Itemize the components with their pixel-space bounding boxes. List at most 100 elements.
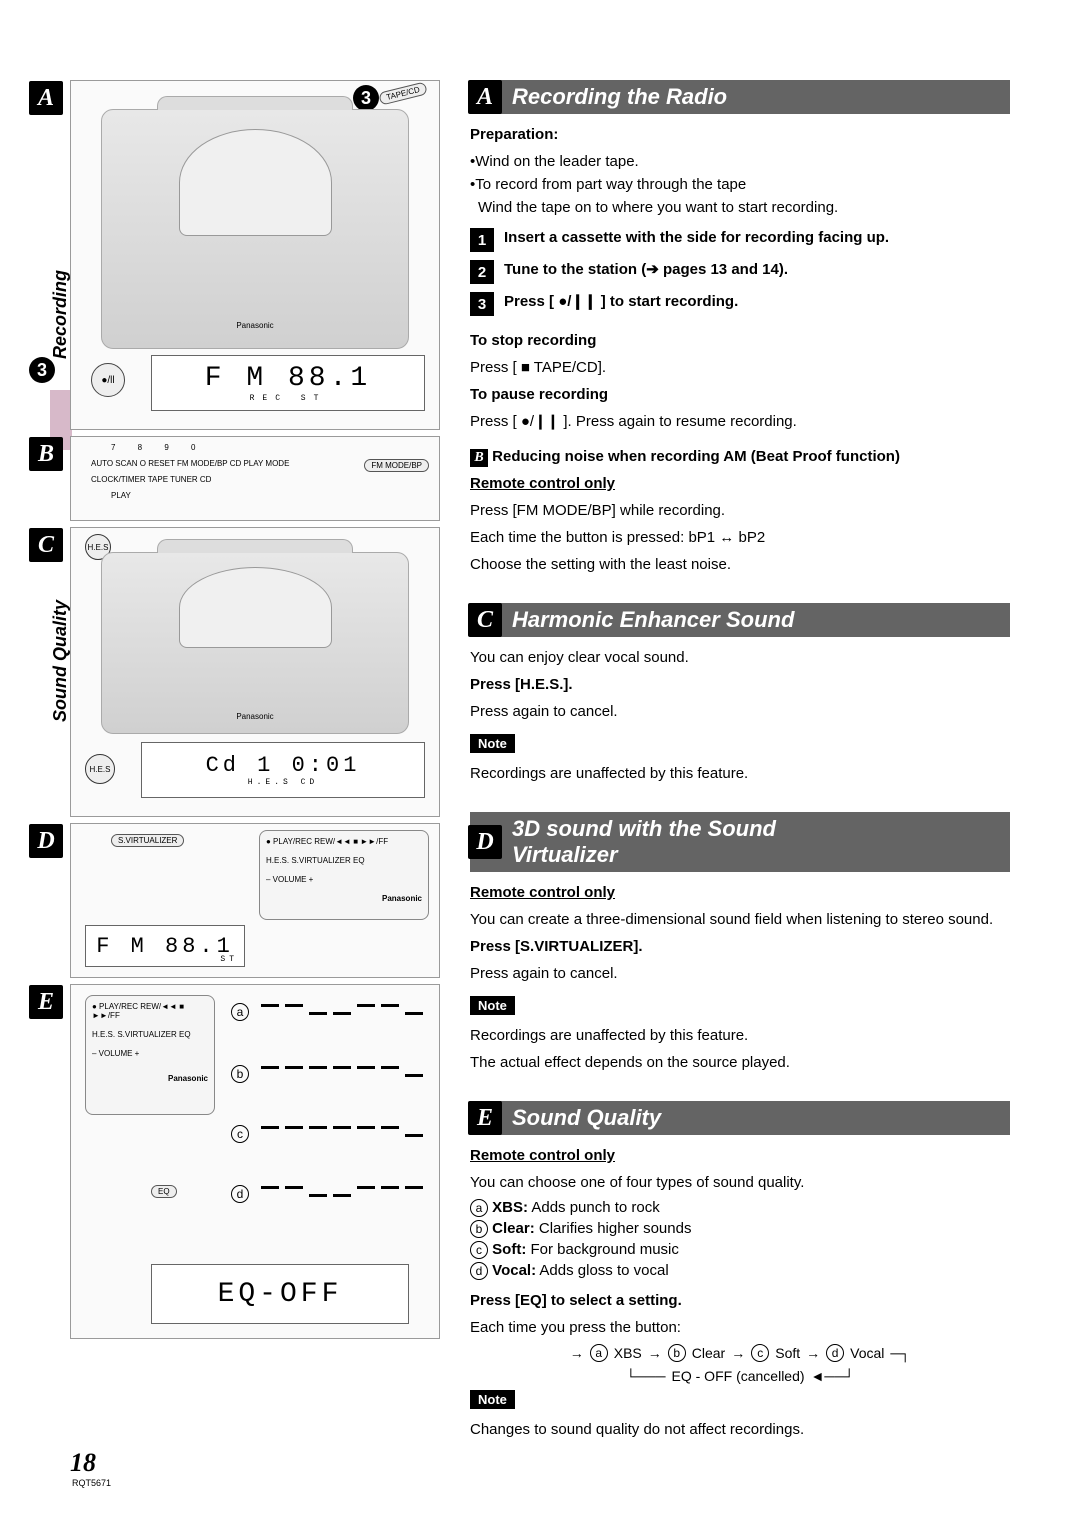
prep-3: Wind the tape on to where you want to st… — [478, 197, 1010, 218]
lcd-c-text: Cd 1 0:01 — [206, 753, 361, 778]
lcd-a-indicators: REC ST — [250, 394, 327, 403]
section-d-title-1: 3D sound with the Sound — [512, 816, 776, 841]
diagram-letter-b: B — [29, 437, 63, 471]
diagram-c: C H.E.S Panasonic H.E.S Cd 1 0:01 H.E.S … — [70, 527, 440, 817]
brand-label: Panasonic — [102, 321, 408, 330]
c-press-head: Press [H.E.S.]. — [470, 674, 1010, 695]
bp-3: Choose the setting with the least noise. — [470, 554, 1010, 575]
handle-icon — [157, 96, 353, 110]
circled-c: c — [231, 1125, 249, 1143]
opt-d-desc: Adds gloss to vocal — [536, 1262, 669, 1279]
diagram-column: A 3 TAPE/CD Panasonic 3 ●/ll F M 88.1 RE… — [70, 80, 440, 1468]
opt-a-desc: Adds punch to rock — [528, 1199, 660, 1216]
circled-d: d — [231, 1185, 249, 1203]
remote-only-a: Remote control only — [470, 473, 1010, 494]
eq-press-body: Each time you press the button: — [470, 1317, 1010, 1338]
cycle-d-badge: d — [826, 1344, 844, 1362]
eq-cycle: → a XBS → b Clear → c Soft → d Vocal ─┐ … — [470, 1344, 1010, 1384]
section-a-title: Recording the Radio — [512, 84, 727, 110]
opt-b-desc: Clarifies higher sounds — [535, 1220, 692, 1237]
remote-e-row2: H.E.S. S.VIRTUALIZER EQ — [92, 1030, 208, 1039]
section-a-letter: A — [468, 80, 502, 114]
opt-a-name: XBS: — [492, 1199, 528, 1216]
diagram-letter-d: D — [29, 824, 63, 858]
tape-cd-button: TAPE/CD — [378, 81, 428, 105]
remote-row-2: CLOCK/TIMER TAPE TUNER CD — [91, 475, 211, 484]
eq-bars-c — [261, 1119, 423, 1137]
hes-knob-2: H.E.S — [85, 754, 115, 784]
remote-only-e: Remote control only — [470, 1145, 1010, 1166]
remote-row-3: PLAY — [111, 491, 131, 500]
bp-2: Each time the button is pressed: bP1 ↔ b… — [470, 527, 1010, 548]
remote-d-row2: H.E.S. S.VIRTUALIZER EQ — [266, 856, 422, 865]
section-c-title: Harmonic Enhancer Sound — [512, 607, 794, 633]
e-note-body: Changes to sound quality do not affect r… — [470, 1419, 1010, 1440]
section-e-title: Sound Quality — [512, 1105, 661, 1131]
section-d-title-2: Virtualizer — [512, 842, 618, 867]
eq-press-head: Press [EQ] to select a setting. — [470, 1290, 1010, 1311]
eq-button: EQ — [151, 1185, 177, 1198]
cycle-off: EQ - OFF (cancelled) — [672, 1368, 805, 1384]
document-code: RQT5671 — [72, 1478, 111, 1488]
diagram-letter-e: E — [29, 985, 63, 1019]
section-d: D 3D sound with the Sound Virtualizer Re… — [470, 812, 1010, 1073]
stop-head: To stop recording — [470, 330, 1010, 351]
c-note: Note — [470, 734, 515, 753]
section-e: E Sound Quality Remote control only You … — [470, 1101, 1010, 1440]
bp-1: Press [FM MODE/BP] while recording. — [470, 500, 1010, 521]
diagram-letter-a: A — [29, 81, 63, 115]
eq-bars-b — [261, 1059, 423, 1077]
side-tab-recording: Recording — [50, 270, 68, 359]
side-tab-sound-quality: Sound Quality — [50, 600, 68, 722]
diagram-d: D S.VIRTUALIZER ● PLAY/REC REW/◄◄ ■ ►►/F… — [70, 823, 440, 978]
step-1: Insert a cassette with the side for reco… — [504, 228, 1010, 248]
remote-row-1: AUTO SCAN O RESET FM MODE/BP CD PLAY MOD… — [91, 459, 289, 468]
keypad-row: 7 8 9 0 — [111, 443, 205, 452]
fm-mode-bp-button: FM MODE/BP — [364, 459, 429, 472]
cycle-c-badge: c — [751, 1344, 769, 1362]
lcd-c-indicators: H.E.S CD — [248, 778, 318, 787]
remote-illustration: ● PLAY/REC REW/◄◄ ■ ►►/FF H.E.S. S.VIRTU… — [259, 830, 429, 920]
brand-label: Panasonic — [102, 712, 408, 721]
opt-b-name: Clear: — [492, 1220, 535, 1237]
bp-head: Reducing noise when recording AM (Beat P… — [492, 448, 900, 465]
section-c-head: C Harmonic Enhancer Sound — [470, 603, 1010, 637]
e-p1: You can choose one of four types of soun… — [470, 1172, 1010, 1193]
section-e-letter: E — [468, 1101, 502, 1135]
d-press-body: Press again to cancel. — [470, 963, 1010, 984]
cycle-a-badge: a — [590, 1344, 608, 1362]
svirtualizer-button: S.VIRTUALIZER — [111, 834, 184, 847]
prep-2: To record from part way through the tape — [475, 176, 746, 193]
opt-a-badge: a — [470, 1199, 488, 1217]
pause-head: To pause recording — [470, 384, 1010, 405]
cycle-c: Soft — [775, 1345, 800, 1361]
prep-1: Wind on the leader tape. — [475, 153, 638, 170]
opt-d-badge: d — [470, 1262, 488, 1280]
cycle-d: Vocal — [850, 1345, 884, 1361]
opt-c-badge: c — [470, 1241, 488, 1259]
remote-d-vol: – VOLUME + — [266, 875, 422, 884]
stop-body: Press [ ■ TAPE/CD]. — [470, 357, 1010, 378]
section-c-letter: C — [468, 603, 502, 637]
lcd-d-text: F M 88.1 — [96, 934, 234, 959]
section-d-letter: D — [468, 825, 502, 859]
opt-c-desc: For background music — [526, 1241, 679, 1258]
section-d-title: 3D sound with the Sound Virtualizer — [512, 816, 776, 868]
rec-pause-knob: ●/ll — [91, 363, 125, 397]
section-e-head: E Sound Quality — [470, 1101, 1010, 1135]
d-note-body-2: The actual effect depends on the source … — [470, 1052, 1010, 1073]
lcd-e: EQ-OFF — [151, 1264, 409, 1324]
section-c: C Harmonic Enhancer Sound You can enjoy … — [470, 603, 1010, 784]
pause-body: Press [ ●/❙❙ ]. Press again to resume re… — [470, 411, 1010, 432]
diagram-b: B 7 8 9 0 AUTO SCAN O RESET FM MODE/BP C… — [70, 436, 440, 521]
remote-e-row1: ● PLAY/REC REW/◄◄ ■ ►►/FF — [92, 1002, 208, 1020]
cycle-a: XBS — [614, 1345, 642, 1361]
e-note: Note — [470, 1390, 515, 1409]
lcd-a-text: F M 88.1 — [205, 363, 371, 394]
section-d-head: D 3D sound with the Sound Virtualizer — [470, 812, 1010, 872]
diagram-a: A 3 TAPE/CD Panasonic 3 ●/ll F M 88.1 RE… — [70, 80, 440, 430]
remote-e-vol: – VOLUME + — [92, 1049, 208, 1058]
prep-heading: Preparation: — [470, 124, 1010, 145]
eq-options: a XBS: Adds punch to rock b Clear: Clari… — [470, 1199, 1010, 1280]
lcd-c: Cd 1 0:01 H.E.S CD — [141, 742, 425, 798]
